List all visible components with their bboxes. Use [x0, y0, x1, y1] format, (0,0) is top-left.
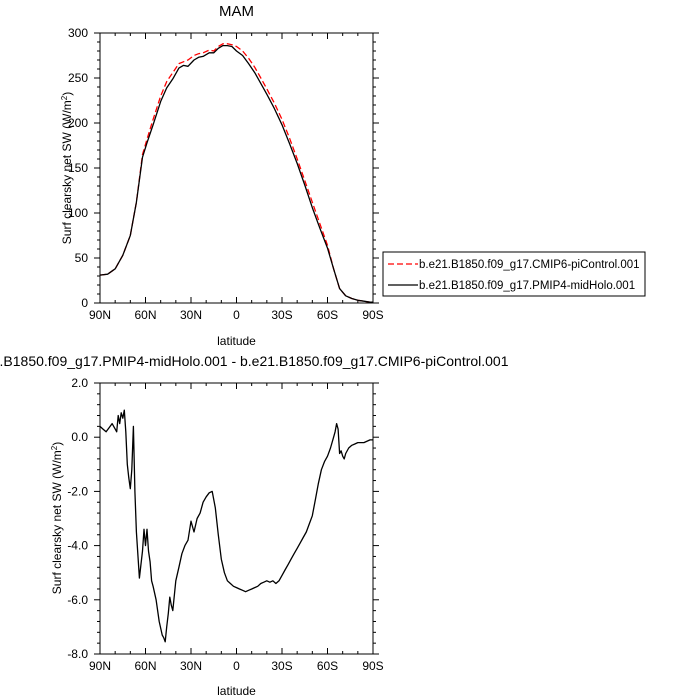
- top-y-tick-label: 50: [75, 251, 89, 265]
- top-y-tick-label: 100: [68, 206, 88, 220]
- top-x-tick-label: 30S: [271, 308, 292, 322]
- bottom-plot-frame: [99, 382, 374, 655]
- top-y-tick-label: 200: [68, 116, 88, 130]
- bottom-x-tick-label: 60S: [317, 659, 338, 673]
- top-x-tick-label: 0: [233, 308, 240, 322]
- bottom-x-tick-label: 60N: [134, 659, 156, 673]
- bottom-series-line-0: [99, 409, 373, 643]
- top-y-tick-label: 300: [68, 26, 88, 40]
- legend: b.e21.B1850.f09_g17.CMIP6-piControl.001 …: [382, 251, 646, 297]
- bottom-y-tick-label: -2.0: [67, 484, 88, 498]
- top-y-axis-label: Surf clearsky net SW (W/m2): [60, 92, 75, 244]
- top-x-tick-label: 90N: [89, 308, 111, 322]
- bottom-x-tick-label: 30N: [180, 659, 202, 673]
- top-x-tick-label: 90S: [362, 308, 383, 322]
- top-y-tick-label: 250: [68, 71, 88, 85]
- top-x-axis-label: latitude: [217, 334, 256, 348]
- bottom-y-tick-label: 2.0: [71, 376, 88, 390]
- bottom-y-tick-label: -4.0: [67, 539, 88, 553]
- bottom-x-tick-label: 90S: [362, 659, 383, 673]
- bottom-y-tick-label: -8.0: [67, 647, 88, 661]
- bottom-chart: b.e21.B1850.f09_g17.PMIP4-midHolo.001 - …: [0, 353, 509, 698]
- top-x-tick-label: 30N: [180, 308, 202, 322]
- bottom-x-axis-label: latitude: [217, 684, 256, 698]
- legend-label-picontrol: b.e21.B1850.f09_g17.CMIP6-piControl.001: [419, 259, 640, 271]
- top-series-line-0: [99, 43, 373, 303]
- bottom-x-tick-label: 30S: [271, 659, 292, 673]
- bottom-x-tick-label: 0: [233, 659, 240, 673]
- bottom-chart-title: b.e21.B1850.f09_g17.PMIP4-midHolo.001 - …: [0, 353, 509, 369]
- legend-box: [382, 251, 646, 297]
- top-plot-frame: [99, 32, 374, 304]
- top-y-tick-label: 0: [81, 296, 88, 310]
- bottom-y-tick-label: -6.0: [67, 593, 88, 607]
- top-chart: MAM 90N 60N 30N 0 30S 60S 90S 0 50 100 150 200 250 30…: [60, 3, 384, 348]
- bottom-y-axis-label: Surf clearsky net SW (W/m2): [50, 442, 65, 594]
- top-series-line-1: [99, 44, 373, 303]
- bottom-y-tick-label: 0.0: [71, 430, 88, 444]
- top-chart-title: MAM: [219, 3, 254, 20]
- bottom-x-tick-label: 90N: [89, 659, 111, 673]
- top-y-tick-label: 150: [68, 161, 88, 175]
- top-x-tick-label: 60S: [317, 308, 338, 322]
- legend-label-midholo: b.e21.B1850.f09_g17.PMIP4-midHolo.001: [419, 280, 635, 292]
- top-x-tick-label: 60N: [134, 308, 156, 322]
